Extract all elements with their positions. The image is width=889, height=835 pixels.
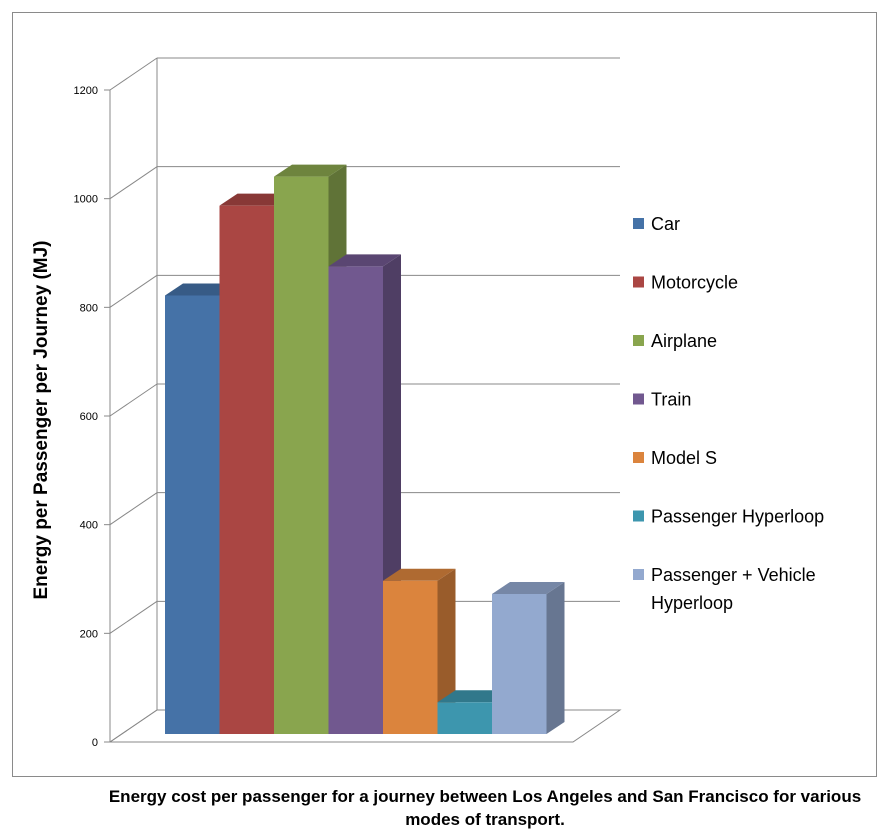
legend-label: Passenger + Vehicle [651, 565, 816, 585]
bar-side [546, 581, 565, 734]
gridline-diagonal [109, 166, 158, 200]
y-tick-label: 200 [80, 628, 98, 640]
y-tick-label: 1000 [74, 194, 98, 206]
y-tick-label: 600 [80, 411, 98, 423]
bar [383, 580, 438, 734]
legend-swatch [633, 276, 644, 288]
gridline-diagonal [109, 600, 158, 634]
legend-label: Airplane [651, 331, 717, 351]
legend-swatch [633, 335, 644, 346]
legend-label: Hyperloop [651, 593, 733, 613]
legend-swatch [633, 569, 644, 580]
legend-swatch [633, 510, 644, 522]
bar-top [165, 283, 238, 296]
y-tick-label: 800 [80, 302, 98, 314]
chart-floor [108, 709, 622, 743]
bar [437, 702, 492, 734]
bar-top [328, 254, 401, 267]
legend-swatch [633, 452, 644, 463]
y-tick-label: 0 [92, 737, 98, 749]
y-axis-title: Energy per Passenger per Journey (MJ) [31, 240, 52, 599]
bar [219, 205, 274, 734]
legend-label: Model S [651, 448, 717, 468]
gridline-diagonal [109, 274, 158, 308]
bar [165, 295, 220, 734]
bar-top [492, 581, 565, 594]
gridline-diagonal [109, 383, 158, 417]
legend-label: Car [651, 214, 680, 234]
legend-label: Train [651, 390, 691, 410]
bar [328, 266, 383, 734]
bar-chart: 0 200 400 600 800 1000 1200 Energy per Passenge… [31, 57, 824, 749]
gridline-diagonal [109, 492, 158, 526]
bar-side [437, 568, 456, 734]
chart-caption: Energy cost per passenger for a journey … [108, 787, 862, 829]
bar-top [437, 690, 510, 703]
y-tick-label: 1200 [74, 85, 98, 97]
bar-top [219, 193, 292, 206]
bar [492, 593, 547, 734]
y-tick-label: 400 [80, 520, 98, 532]
gridline-diagonal [109, 57, 158, 91]
legend-label: Passenger Hyperloop [651, 507, 824, 527]
bar-top [274, 164, 347, 177]
legend-swatch [633, 218, 644, 229]
bar [274, 176, 329, 734]
bar-top [383, 568, 456, 581]
legend-label: Motorcycle [651, 273, 738, 293]
legend-swatch [633, 393, 644, 405]
